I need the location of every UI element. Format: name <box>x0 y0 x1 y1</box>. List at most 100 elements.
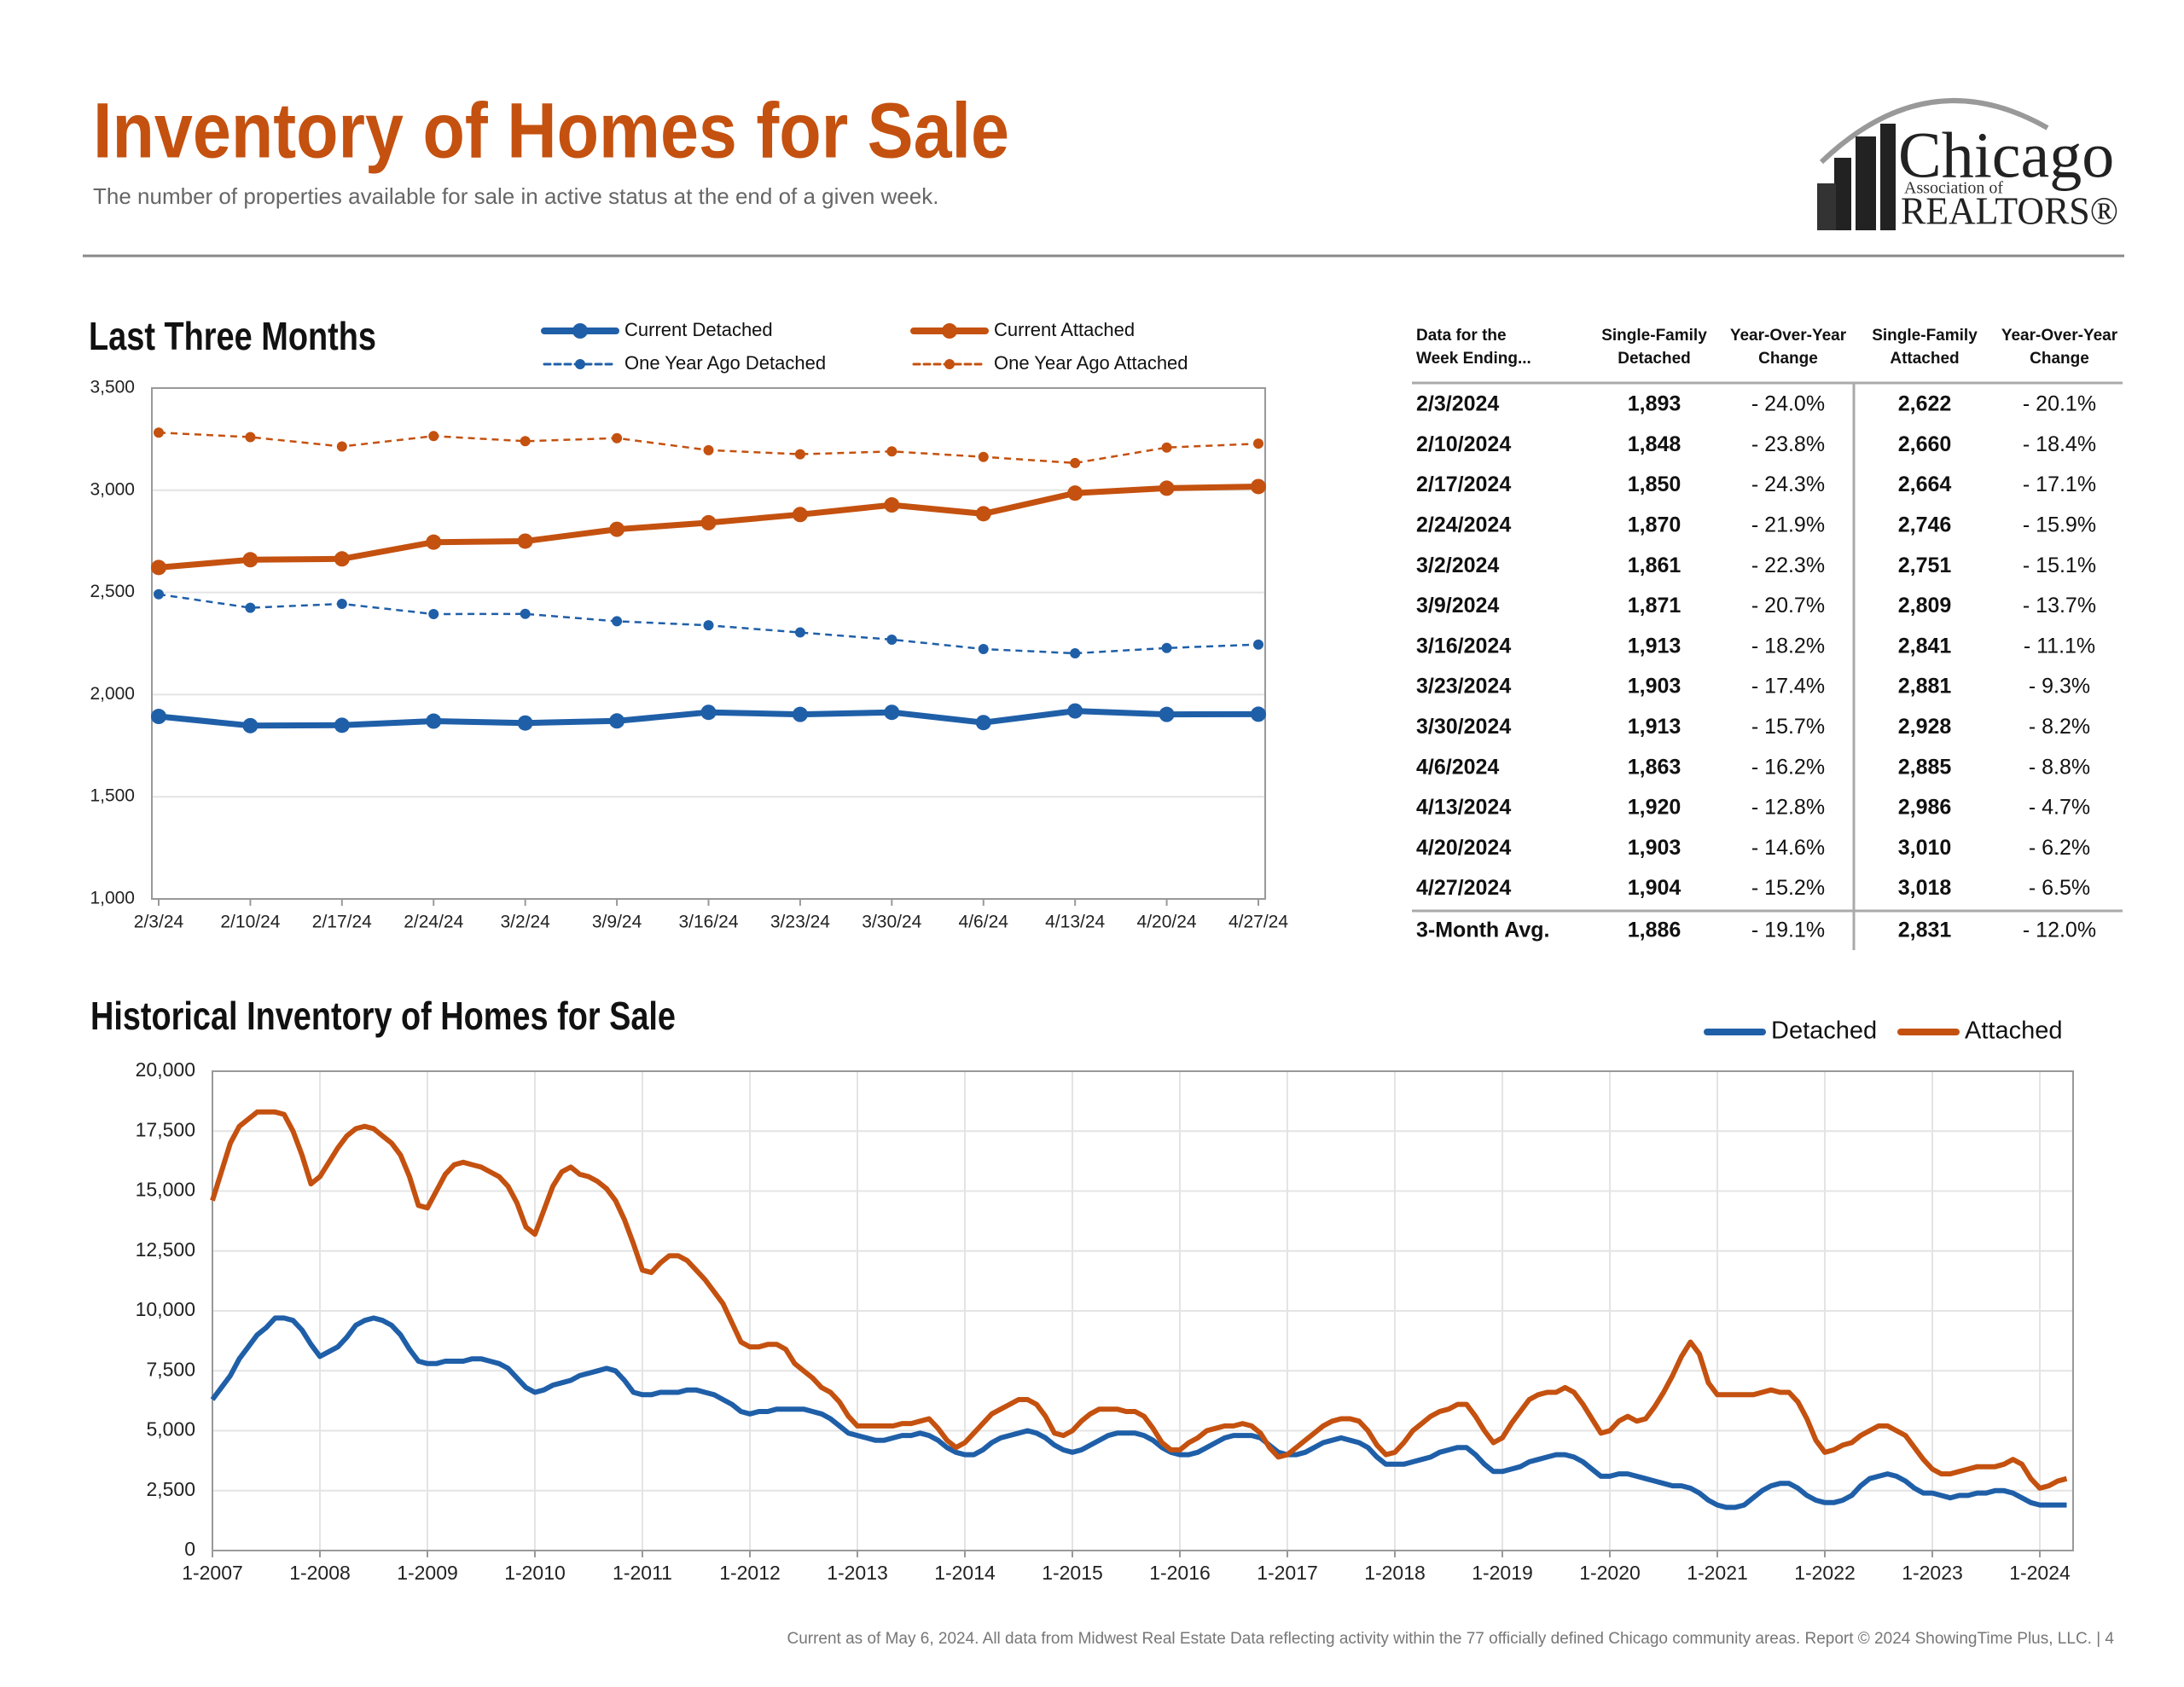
x-tick-label: 1-2015 <box>1042 1562 1103 1584</box>
legend-dot <box>942 323 957 339</box>
logo: Chicago Association of REALTORS® <box>1817 98 2118 233</box>
data-point <box>612 432 623 443</box>
table-cell: 2,986 <box>1898 796 1952 820</box>
page-subtitle: The number of properties available for s… <box>93 183 938 209</box>
table-header: Detached <box>1618 350 1691 368</box>
x-tick-label: 1-2014 <box>934 1562 996 1584</box>
data-point <box>154 427 164 438</box>
table-cell: - 9.3% <box>2029 675 2090 699</box>
x-tick-label: 1-2010 <box>504 1562 566 1584</box>
table-cell: 2/10/2024 <box>1416 432 1511 456</box>
legend-label: One Year Ago Attached <box>994 352 1188 374</box>
x-tick-label: 1-2023 <box>1902 1562 1963 1584</box>
y-tick-label: 0 <box>184 1538 195 1560</box>
table-cell: - 4.7% <box>2029 796 2090 820</box>
logo-building <box>1880 124 1896 230</box>
data-point <box>245 432 256 443</box>
table-cell: - 6.2% <box>2029 836 2090 860</box>
table-cell: 1,913 <box>1628 715 1682 739</box>
table-summary-cell: - 19.1% <box>1751 919 1825 942</box>
data-point <box>609 713 625 729</box>
data-point <box>1253 438 1263 449</box>
data-point <box>336 441 347 452</box>
x-tick-label: 1-2024 <box>2009 1562 2071 1584</box>
table-cell: 1,893 <box>1628 392 1682 416</box>
y-tick-label: 2,500 <box>90 582 135 601</box>
data-point <box>1159 480 1175 496</box>
x-tick-label: 1-2007 <box>182 1562 243 1584</box>
data-point <box>1251 478 1266 495</box>
logo-arc <box>1819 98 2049 165</box>
data-point <box>245 602 256 613</box>
x-tick-label: 2/24/24 <box>404 913 463 932</box>
table-cell: - 16.2% <box>1751 755 1825 779</box>
table-cell: 1,850 <box>1628 472 1682 496</box>
legend-dot <box>944 359 955 369</box>
series-line <box>210 1109 2068 1491</box>
x-tick-label: 2/10/24 <box>220 913 280 932</box>
logo-building <box>1856 136 1876 230</box>
data-point <box>792 706 808 722</box>
data-point <box>886 446 897 457</box>
table-cell: - 22.3% <box>1751 554 1825 577</box>
x-tick-label: 1-2008 <box>289 1562 351 1584</box>
data-point <box>426 534 442 550</box>
table-cell: 2/3/2024 <box>1416 392 1499 416</box>
table-summary-cell: 3-Month Avg. <box>1416 919 1549 942</box>
y-tick-label: 15,000 <box>136 1179 195 1201</box>
x-tick-label: 1-2012 <box>719 1562 781 1584</box>
data-point <box>520 608 531 619</box>
data-point <box>1159 706 1175 722</box>
x-tick-label: 3/2/24 <box>500 913 550 932</box>
y-tick-label: 3,500 <box>90 378 135 397</box>
table-cell: 1,870 <box>1628 513 1682 537</box>
table-cell: 2/24/2024 <box>1416 513 1511 537</box>
table-cell: - 13.7% <box>2023 594 2096 617</box>
data-point <box>517 533 533 549</box>
table-cell: 1,863 <box>1628 755 1682 779</box>
logo-building <box>1817 183 1836 230</box>
table-cell: 1,903 <box>1628 675 1682 699</box>
data-point <box>428 608 439 619</box>
y-tick-label: 2,500 <box>146 1478 195 1500</box>
y-tick-label: 17,500 <box>136 1118 195 1140</box>
table-cell: - 8.2% <box>2029 715 2090 739</box>
data-point <box>978 643 989 654</box>
table-cell: 2,841 <box>1898 634 1952 658</box>
data-point <box>151 559 166 576</box>
table-cell: - 21.9% <box>1751 513 1825 537</box>
x-tick-label: 1-2013 <box>827 1562 888 1584</box>
table-cell: 1,871 <box>1628 594 1682 617</box>
table-cell: - 11.1% <box>2024 634 2095 658</box>
table-header: Change <box>2030 350 2089 368</box>
data-point <box>884 497 900 513</box>
data-point <box>428 431 439 442</box>
table-cell: 2,809 <box>1898 594 1952 617</box>
y-tick-label: 1,000 <box>90 889 135 908</box>
table-cell: - 24.0% <box>1751 392 1825 416</box>
legend-label: Current Attached <box>994 319 1135 340</box>
x-tick-label: 1-2009 <box>397 1562 458 1584</box>
x-tick-label: 1-2019 <box>1472 1562 1533 1584</box>
table-cell: - 17.4% <box>1751 675 1825 699</box>
data-point <box>242 552 258 568</box>
logo-building <box>1834 158 1851 230</box>
data-point <box>242 717 258 733</box>
table-cell: 3,010 <box>1898 836 1952 860</box>
x-tick-label: 3/23/24 <box>770 913 830 932</box>
table-cell: - 17.1% <box>2023 472 2096 496</box>
table-cell: 2,928 <box>1898 715 1952 739</box>
logo-org: REALTORS® <box>1901 189 2118 233</box>
series-line <box>210 1315 2067 1510</box>
table-cell: - 20.1% <box>2023 392 2096 416</box>
table-cell: - 6.5% <box>2029 876 2090 900</box>
data-point <box>517 715 533 731</box>
chart-title: Historical Inventory of Homes for Sale <box>90 994 676 1038</box>
y-tick-label: 1,500 <box>90 786 135 806</box>
y-tick-label: 20,000 <box>136 1058 195 1081</box>
data-point <box>1067 485 1083 501</box>
table-cell: - 15.1% <box>2023 554 2096 577</box>
table-cell: 4/20/2024 <box>1416 836 1511 860</box>
